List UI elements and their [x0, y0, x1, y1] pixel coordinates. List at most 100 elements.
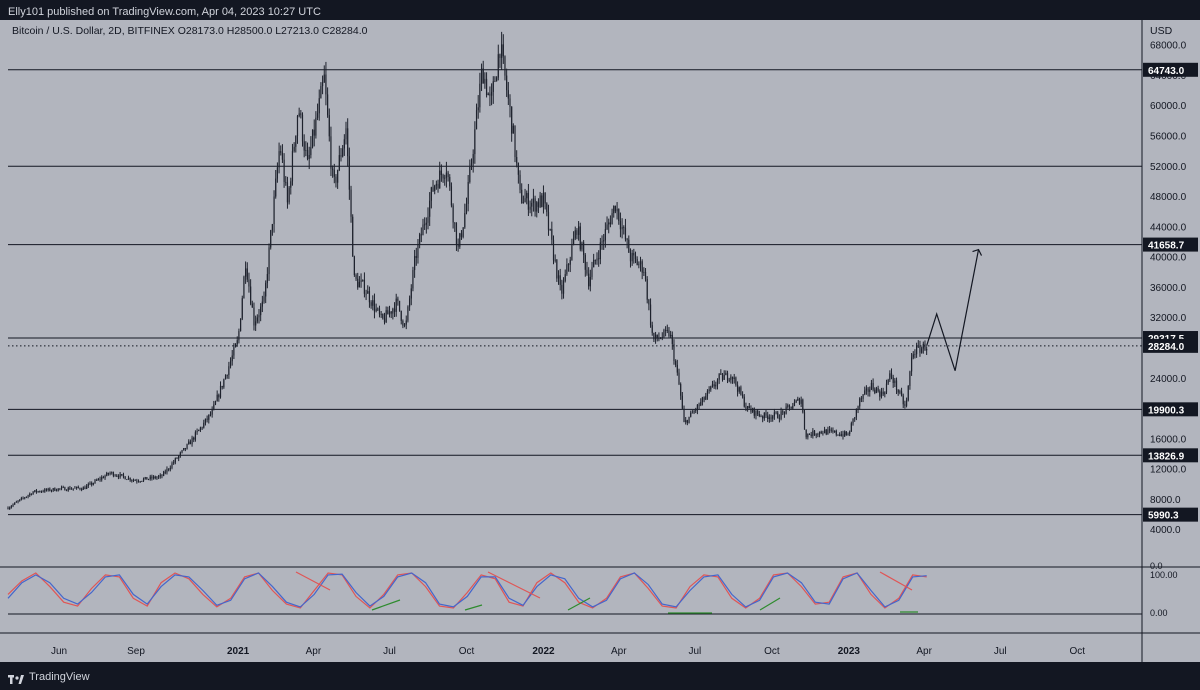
candle-body: [107, 472, 109, 475]
candle-body: [460, 233, 463, 237]
candle-body: [156, 477, 158, 479]
candle-body: [57, 488, 59, 491]
candle-body: [910, 357, 913, 372]
candle-body: [890, 373, 893, 378]
candle-body: [55, 490, 58, 492]
candle-body: [685, 420, 687, 422]
candle-body: [586, 269, 588, 274]
candle-body: [121, 474, 123, 475]
candle-body: [142, 478, 145, 481]
candle-body: [626, 239, 628, 241]
candle-body: [875, 388, 878, 393]
candle-body: [494, 81, 496, 83]
candle-body: [417, 243, 419, 258]
candle-body: [280, 151, 282, 153]
candle-body: [767, 415, 769, 419]
candle-body: [94, 480, 96, 484]
time-tick-label: Jul: [994, 646, 1007, 657]
candle-body: [479, 83, 481, 108]
candle-body: [842, 434, 844, 437]
candle-body: [680, 384, 682, 396]
candle-body: [867, 388, 869, 392]
candle-body: [643, 271, 645, 273]
candle-body: [430, 187, 432, 201]
candle-body: [77, 486, 79, 489]
candle-body: [621, 226, 623, 230]
candle-body: [10, 506, 12, 508]
candle-body: [770, 417, 772, 419]
candle-body: [414, 256, 416, 271]
candle-body: [60, 487, 63, 489]
candle-body: [258, 315, 260, 318]
candle-body: [753, 408, 755, 416]
candle-body: [663, 330, 665, 337]
candle-body: [752, 408, 754, 412]
candle-body: [308, 155, 310, 160]
candle-body: [557, 275, 560, 279]
candle-body: [407, 306, 409, 321]
candle-body: [159, 475, 161, 477]
candle-body: [728, 379, 730, 381]
candle-body: [82, 487, 84, 490]
candle-body: [372, 300, 374, 306]
candle-body: [835, 430, 837, 435]
candle-body: [163, 471, 165, 477]
price-label-text: 5990.3: [1148, 511, 1179, 522]
candle-body: [723, 374, 725, 380]
candle-body: [539, 195, 541, 207]
candle-body: [19, 499, 21, 501]
candle-body: [834, 430, 836, 432]
candle-body: [490, 91, 493, 96]
candle-body: [921, 348, 923, 353]
candle-body: [213, 404, 215, 410]
price-tick-label: 40000.0: [1150, 253, 1187, 264]
candle-body: [651, 325, 653, 333]
candle-body: [398, 300, 401, 311]
candle-body: [233, 347, 235, 356]
candle-body: [750, 408, 752, 412]
candle-body: [206, 418, 208, 420]
candle-body: [641, 261, 643, 273]
candle-body: [783, 411, 786, 414]
candle-body: [459, 233, 461, 247]
candle-body: [239, 318, 242, 332]
candle-body: [81, 489, 83, 491]
candle-body: [924, 343, 926, 351]
candle-body: [810, 434, 812, 436]
candle-body: [435, 183, 437, 186]
candle-body: [72, 488, 74, 490]
candle-body: [17, 500, 19, 502]
candle-body: [611, 213, 613, 225]
candle-body: [668, 330, 670, 337]
candle-body: [425, 222, 427, 225]
candle-body: [97, 478, 99, 481]
candle-body: [465, 203, 468, 214]
candle-body: [45, 489, 48, 491]
candle-body: [608, 222, 610, 225]
candle-body: [117, 476, 120, 478]
candle-body: [537, 202, 540, 207]
candle-body: [67, 487, 69, 491]
candle-body: [429, 200, 431, 217]
candle-body: [865, 388, 868, 391]
candle-body: [588, 273, 590, 287]
candle-body: [271, 224, 273, 231]
candle-body: [408, 298, 411, 307]
candle-body: [785, 406, 787, 414]
candle-body: [522, 202, 524, 204]
candle-body: [337, 170, 339, 183]
candle-body: [313, 129, 315, 136]
candle-body: [512, 125, 514, 134]
candle-body: [716, 379, 719, 385]
candle-body: [412, 270, 414, 289]
candle-body: [464, 213, 466, 228]
candle-body: [303, 141, 305, 151]
candle-body: [39, 491, 41, 493]
candle-body: [152, 476, 155, 479]
candle-body: [755, 410, 757, 416]
candle-body: [748, 406, 750, 409]
candle-body: [546, 203, 548, 212]
oscillator-tick-label: 100.00: [1150, 570, 1178, 580]
oscillator-series-line: [7, 572, 927, 609]
